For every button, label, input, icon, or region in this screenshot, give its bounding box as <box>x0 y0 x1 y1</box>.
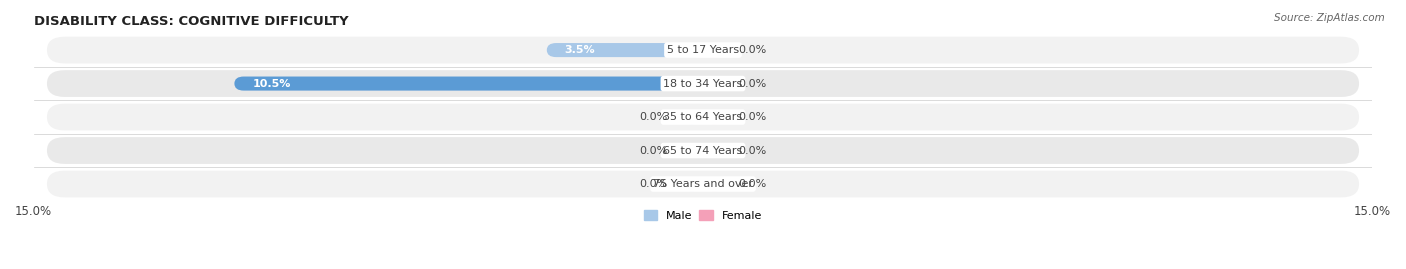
Text: 0.0%: 0.0% <box>738 45 766 55</box>
Text: 0.0%: 0.0% <box>640 146 668 155</box>
FancyBboxPatch shape <box>46 171 1360 197</box>
FancyBboxPatch shape <box>681 110 703 124</box>
FancyBboxPatch shape <box>46 37 1360 63</box>
Text: 75 Years and over: 75 Years and over <box>652 179 754 189</box>
Text: 3.5%: 3.5% <box>565 45 595 55</box>
Text: 65 to 74 Years: 65 to 74 Years <box>664 146 742 155</box>
FancyBboxPatch shape <box>681 143 703 158</box>
Text: DISABILITY CLASS: COGNITIVE DIFFICULTY: DISABILITY CLASS: COGNITIVE DIFFICULTY <box>34 15 349 28</box>
Text: Source: ZipAtlas.com: Source: ZipAtlas.com <box>1274 13 1385 23</box>
Text: 0.0%: 0.0% <box>738 179 766 189</box>
FancyBboxPatch shape <box>46 137 1360 164</box>
Text: 0.0%: 0.0% <box>738 146 766 155</box>
Text: 0.0%: 0.0% <box>640 112 668 122</box>
FancyBboxPatch shape <box>46 70 1360 97</box>
FancyBboxPatch shape <box>703 177 725 191</box>
FancyBboxPatch shape <box>703 76 725 91</box>
FancyBboxPatch shape <box>547 43 703 57</box>
FancyBboxPatch shape <box>703 110 725 124</box>
FancyBboxPatch shape <box>703 143 725 158</box>
Text: 5 to 17 Years: 5 to 17 Years <box>666 45 740 55</box>
Text: 0.0%: 0.0% <box>738 112 766 122</box>
Text: 35 to 64 Years: 35 to 64 Years <box>664 112 742 122</box>
Text: 18 to 34 Years: 18 to 34 Years <box>664 79 742 89</box>
FancyBboxPatch shape <box>681 177 703 191</box>
FancyBboxPatch shape <box>235 76 703 91</box>
Text: 10.5%: 10.5% <box>252 79 291 89</box>
Text: 0.0%: 0.0% <box>640 179 668 189</box>
Text: 0.0%: 0.0% <box>738 79 766 89</box>
FancyBboxPatch shape <box>46 104 1360 130</box>
FancyBboxPatch shape <box>703 43 725 57</box>
Legend: Male, Female: Male, Female <box>640 206 766 225</box>
